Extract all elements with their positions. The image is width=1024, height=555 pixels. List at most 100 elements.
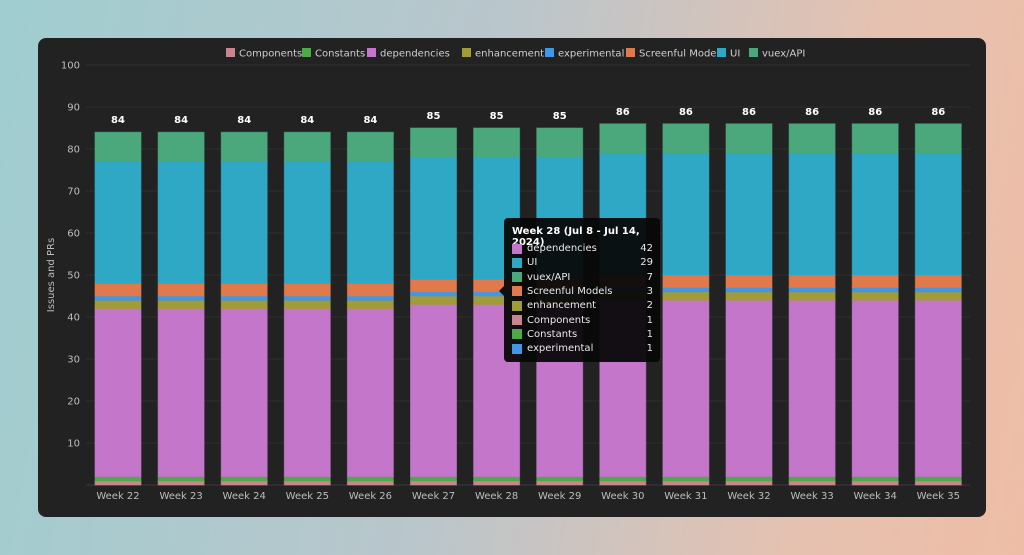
bar-segment-components — [157, 480, 205, 486]
x-tick-label: Week 34 — [854, 491, 897, 502]
tooltip-row: Components 1 — [512, 314, 653, 327]
legend-swatch — [626, 48, 635, 57]
bar-segment-constants — [851, 476, 899, 482]
tooltip-swatch — [512, 272, 522, 283]
bar-segment-experimental — [914, 287, 962, 293]
bar-segment-components — [599, 480, 647, 486]
y-tick-label: 40 — [67, 313, 80, 324]
bar-segment-components — [220, 480, 268, 486]
bar-segment-enhancement — [788, 291, 836, 301]
bar-segment-experimental — [662, 287, 710, 293]
tooltip-value: 1 — [646, 314, 653, 326]
bar-segment-constants — [662, 476, 710, 482]
bar-segment-constants — [788, 476, 836, 482]
bar-segment-ui — [725, 152, 773, 276]
legend-swatch — [462, 48, 471, 57]
bar-segment-ui — [851, 152, 899, 276]
bar-segment-constants — [914, 476, 962, 482]
tooltip-series-name: Screenful Models — [527, 285, 613, 297]
bar-segment-vuex-api — [94, 131, 142, 163]
bar-segment-vuex-api — [473, 127, 521, 158]
tooltip-value: 42 — [640, 243, 653, 254]
tooltip-row: Screenful Models 3 — [512, 285, 653, 298]
bar-segment-constants — [473, 476, 521, 482]
y-tick-label: 60 — [67, 229, 80, 240]
bar-segment-enhancement — [283, 299, 331, 310]
bar-segment-enhancement — [157, 299, 205, 310]
bar-segment-components — [346, 480, 394, 486]
bar-segment-experimental — [410, 291, 457, 297]
bar-segment-ui — [788, 152, 836, 276]
legend-swatch — [545, 48, 554, 57]
tooltip-value: 3 — [646, 285, 653, 297]
bar-segment-constants — [599, 476, 647, 482]
tooltip-value: 7 — [646, 271, 653, 283]
bar-segment-vuex-api — [662, 123, 710, 154]
legend-label: Constants — [315, 49, 365, 60]
y-tick-label: 50 — [67, 271, 80, 282]
y-tick-label: 70 — [67, 187, 80, 198]
tooltip-value: 2 — [646, 300, 653, 312]
total-label: 84 — [237, 115, 251, 126]
x-tick-label: Week 23 — [159, 491, 202, 502]
legend-label: experimental — [558, 49, 624, 60]
tooltip-series-name: Components — [527, 314, 591, 326]
bar-segment-vuex-api — [914, 123, 962, 154]
tooltip-series-name: Constants — [527, 328, 578, 340]
bar-segment-constants — [536, 476, 584, 482]
legend-label: dependencies — [380, 49, 450, 60]
x-tick-label: Week 33 — [790, 491, 833, 502]
bar-segment-ui — [662, 152, 710, 276]
tooltip-swatch — [512, 329, 522, 340]
bar-segment-vuex-api — [851, 123, 899, 154]
legend-label: Screenful Models — [639, 49, 724, 60]
bar-segment-components — [914, 480, 962, 486]
bar-segment-constants — [410, 476, 457, 482]
legend-label: UI — [730, 49, 740, 60]
total-label: 85 — [553, 111, 567, 122]
bar-segment-components — [94, 480, 142, 486]
bar-segment-enhancement — [220, 299, 268, 310]
bar-segment-constants — [346, 476, 394, 482]
bar-segment-dependencies — [346, 308, 394, 478]
bar-segment-constants — [220, 476, 268, 482]
bar-segment-components — [283, 480, 331, 486]
bar-segment-enhancement — [346, 299, 394, 310]
bar-segment-components — [851, 480, 899, 486]
tooltip-swatch — [512, 343, 522, 354]
x-tick-label: Week 31 — [664, 491, 707, 502]
tooltip-value: 1 — [646, 328, 653, 340]
tooltip-title: Week 28 (Jul 8 - Jul 14, 2024) — [512, 226, 640, 248]
legend-swatch — [302, 48, 311, 57]
bar-segment-constants — [157, 476, 205, 482]
bar-segment-enhancement — [662, 291, 710, 301]
total-label: 86 — [742, 107, 756, 118]
total-label: 84 — [363, 115, 377, 126]
tooltip-row: UI 29 — [512, 256, 653, 269]
x-tick-label: Week 26 — [349, 491, 392, 502]
x-tick-label: Week 35 — [917, 491, 960, 502]
y-tick-label: 20 — [67, 397, 80, 408]
bar-segment-experimental — [346, 295, 394, 301]
bar-segment-dependencies — [94, 308, 142, 478]
bar-segment-enhancement — [410, 295, 457, 305]
bar-segment-vuex-api — [410, 127, 457, 158]
chart-tooltip: Week 28 (Jul 8 - Jul 14, 2024) dependenc… — [499, 218, 660, 362]
tooltip-value: 1 — [646, 343, 653, 355]
legend-swatch — [717, 48, 726, 57]
bar-segment-vuex-api — [346, 131, 394, 163]
bar-segment-ui — [914, 152, 962, 276]
total-label: 85 — [490, 111, 504, 122]
bar-segment-ui — [220, 161, 268, 284]
total-label: 86 — [868, 107, 882, 118]
bar-segment-components — [410, 480, 457, 486]
bar-segment-dependencies — [662, 299, 710, 478]
tooltip-series-name: experimental — [527, 343, 594, 355]
tooltip-swatch — [512, 243, 522, 254]
bar-segment-dependencies — [410, 303, 457, 478]
tooltip-row: Constants 1 — [512, 328, 653, 341]
bar-segment-constants — [94, 476, 142, 482]
bar-segment-vuex-api — [220, 131, 268, 163]
x-tick-label: Week 24 — [223, 491, 266, 502]
tooltip-row: enhancement 2 — [512, 299, 653, 312]
